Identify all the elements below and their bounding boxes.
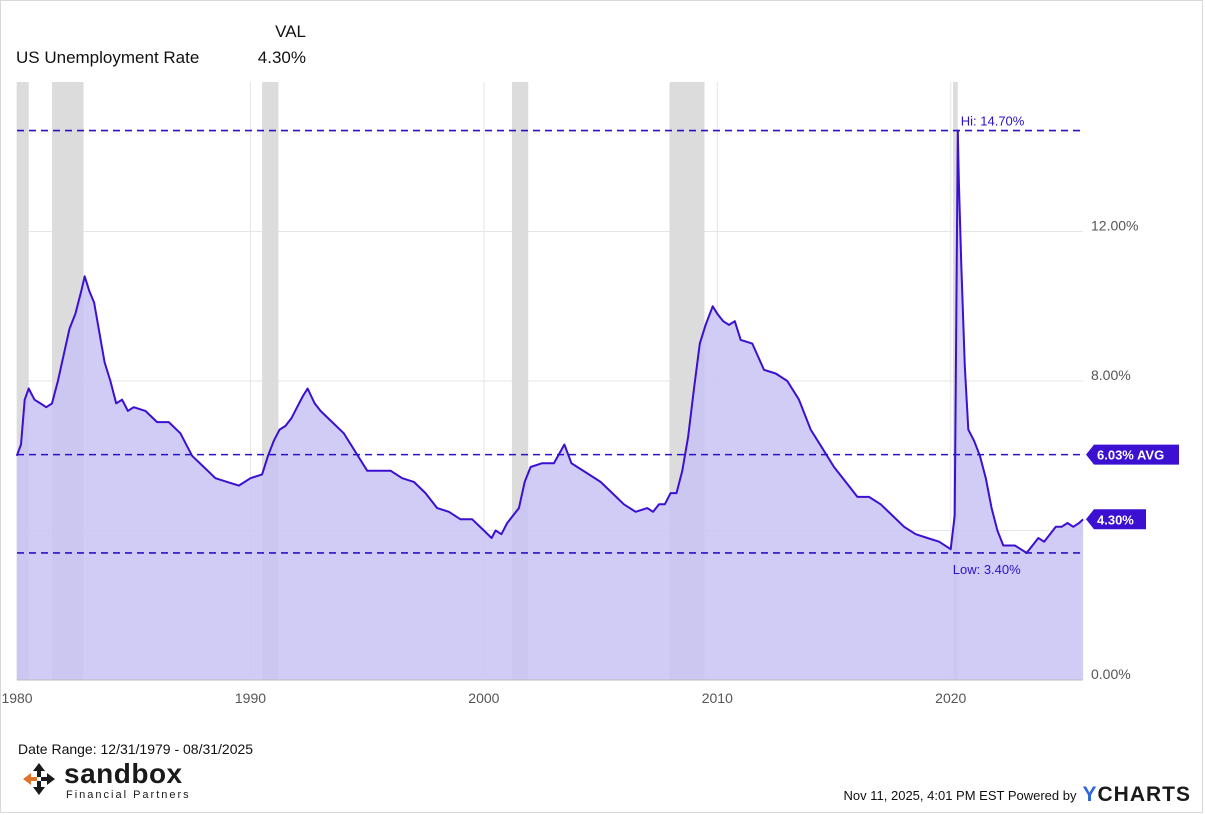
footer-attribution: Nov 11, 2025, 4:01 PM EST Powered by YCH… xyxy=(844,783,1191,807)
series-line xyxy=(15,129,1084,554)
logo-tagline: Financial Partners xyxy=(66,789,191,801)
ycharts-logo-rest: CHARTS xyxy=(1097,783,1191,806)
y-tick-label: 12.00% xyxy=(1091,218,1138,234)
last-value-tag-bg xyxy=(1086,509,1146,530)
average-tag: 6.03% AVG xyxy=(1097,448,1164,463)
x-tick-label: 2000 xyxy=(468,690,499,706)
last-value-tag: 4.30% xyxy=(1097,512,1134,527)
low-label: Low: 3.40% xyxy=(953,562,1021,577)
high-label: Hi: 14.70% xyxy=(961,114,1025,129)
unemployment-chart: Hi: 14.70% Low: 3.40% 6.03% AVG 4.30% 0.00% 8… xyxy=(1,82,1179,706)
x-tick-label: 2010 xyxy=(702,690,733,706)
compass-arrows-icon xyxy=(23,763,55,795)
legend-series-name[interactable]: US Unemployment Rate xyxy=(16,48,200,67)
x-tick-label: 1980 xyxy=(1,690,32,706)
ycharts-logo-y: Y xyxy=(1082,783,1098,806)
date-range-label: Date Range: 12/31/1979 - 08/31/2025 xyxy=(18,741,254,757)
average-tag-bg xyxy=(1086,444,1179,465)
legend-series-value: 4.30% xyxy=(257,48,306,67)
series-area xyxy=(16,130,1084,681)
footer-timestamp: Nov 11, 2025, 4:01 PM EST Powered by xyxy=(843,787,1077,803)
y-tick-label: 0.00% xyxy=(1091,666,1131,682)
legend-value-header: VAL xyxy=(275,22,306,41)
recession-band xyxy=(17,82,29,680)
ycharts-logo[interactable]: YCHARTS xyxy=(1082,783,1191,807)
x-tick-label: 2020 xyxy=(935,690,966,706)
y-tick-label: 8.00% xyxy=(1091,367,1131,383)
logo-brand-text: sandbox xyxy=(64,758,183,789)
x-tick-label: 1990 xyxy=(235,690,266,706)
sandbox-logo[interactable]: sandbox Financial Partners xyxy=(22,758,222,805)
